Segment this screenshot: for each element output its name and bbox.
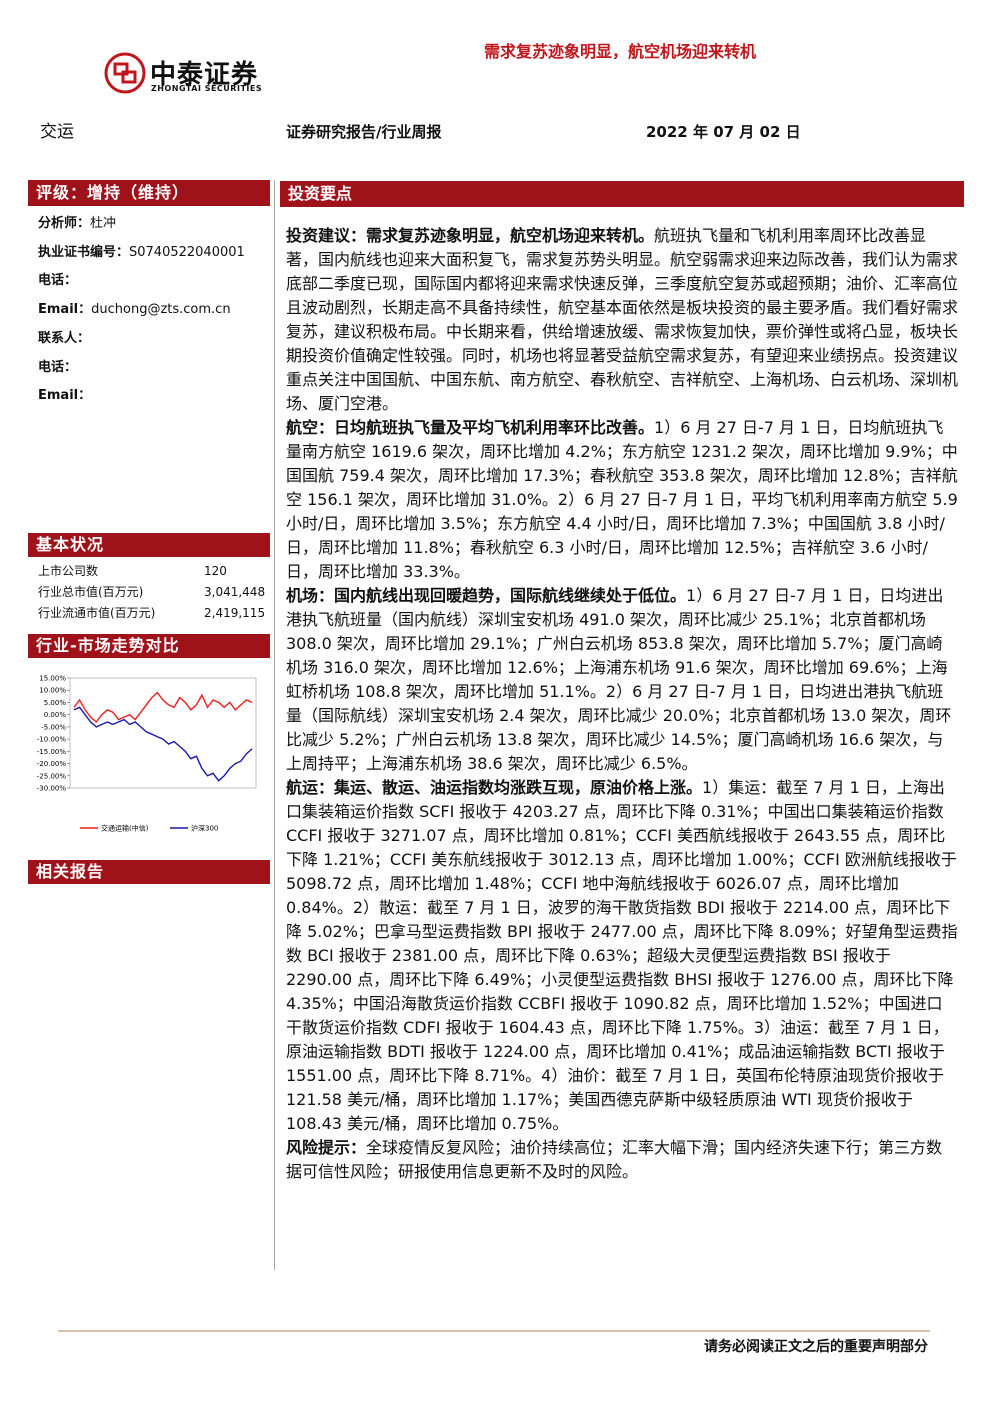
y-tick-label: 0.00% <box>44 711 67 719</box>
section-title: 基本状况 <box>28 533 270 557</box>
table-cell: 2,419,115 <box>204 605 266 620</box>
contact-row: Email： <box>38 382 245 411</box>
table-cell: 120 <box>204 563 227 578</box>
contact-row: 联系人： <box>38 325 245 354</box>
contact-label: Email： <box>38 302 92 318</box>
bullet: 机场：国内航线出现回暖趋势，国际航线继续处于低位。1）6 月 27 日-7 月 … <box>286 582 958 774</box>
divider <box>274 180 275 1270</box>
bullet-lead: 航运：集运、散运、油运指数均涨跌互现，原油价格上涨。 <box>286 778 703 797</box>
contact-label: 联系人： <box>38 330 91 346</box>
main-text: 投资建议：需求复苏迹象明显，航空机场迎来转机。航班执飞量和飞机利用率周环比改善显… <box>286 222 958 1182</box>
contact-label: 电话： <box>38 273 78 289</box>
bullet-text: 1）集运：截至 7 月 1 日，上海出口集装箱运价指数 SCFI 报收于 420… <box>286 778 958 1133</box>
bullet-lead: 机场：国内航线出现回暖趋势，国际航线继续处于低位。 <box>286 586 687 605</box>
section-title: 相关报告 <box>28 860 270 884</box>
chart: 15.00% 10.00% 5.00% 0.00% -5.00% -10.00% -15.0… <box>37 675 257 833</box>
contact-label: 分析师： <box>38 216 91 231</box>
plot-frame <box>69 677 257 789</box>
bullet-text: 1）6 月 27 日-7 月 1 日，日均进出港执飞航班量（国内航线）深圳宝安机… <box>286 586 952 773</box>
bullet: 风险提示：全球疫情反复风险；油价持续高位；汇率大幅下滑；国内经济失速下行；第三方… <box>286 1134 958 1182</box>
table-row: 行业总市值(百万元) 3,041,448 <box>38 581 265 602</box>
bullet-text: 航班执飞量和飞机利用率周环比改善显著，国内航线也迎来大面积复飞，需求复苏势头明显… <box>286 226 959 413</box>
logo-en: ZHONGTAI SECURITIES <box>151 84 263 93</box>
bullet-lead: 投资建议：需求复苏迹象明显，航空机场迎来转机。 <box>286 226 655 245</box>
bullet-text: 1）6 月 27 日-7 月 1 日，日均航班执飞量南方航空 1619.6 架次… <box>286 418 958 581</box>
y-tick-label: 15.00% <box>39 675 66 683</box>
contact-value: 杜冲 <box>90 216 117 231</box>
bullet-lead: 航空：日均航班执飞量及平均飞机利用率环比改善。 <box>286 418 655 437</box>
bullet: 航运：集运、散运、油运指数均涨跌互现，原油价格上涨。1）集运：截至 7 月 1 … <box>286 774 958 1134</box>
y-tick-label: -20.00% <box>37 760 67 768</box>
logo-mark <box>104 52 146 94</box>
headline: 需求复苏迹象明显，航空机场迎来转机 <box>483 42 756 61</box>
sector: 交运 <box>40 122 74 142</box>
contact-label: 执业证书编号： <box>38 244 130 260</box>
table-cell: 行业流通市值(百万元) <box>38 606 156 620</box>
contact-row: 电话： <box>38 267 245 296</box>
contact-value: duchong@zts.com.cn <box>91 302 231 318</box>
rating: 评级：增持（维持） <box>28 180 270 206</box>
bullet: 投资建议：需求复苏迹象明显，航空机场迎来转机。航班执飞量和飞机利用率周环比改善显… <box>286 222 958 414</box>
table-row: 行业流通市值(百万元) 2,419,115 <box>38 602 265 623</box>
y-tick-label: -30.00% <box>37 785 67 793</box>
report-type: 证券研究报告/行业周报 <box>286 123 442 141</box>
bullet-text: 全球疫情反复风险；油价持续高位；汇率大幅下滑；国内经济失速下行；第三方数据可信性… <box>286 1138 943 1181</box>
y-tick-label: -15.00% <box>37 748 67 756</box>
report-date: 2022 年 07 月 02 日 <box>646 123 801 141</box>
series-line <box>73 691 253 724</box>
contact-row: 电话： <box>38 354 245 383</box>
section-title: 投资要点 <box>280 181 964 207</box>
bullet-lead: 风险提示： <box>286 1138 367 1157</box>
legend-label: 交通运输(中信) <box>101 824 149 833</box>
y-tick-label: -5.00% <box>41 723 66 731</box>
table-cell: 行业总市值(百万元) <box>38 585 144 599</box>
contact-row: 分析师：杜冲 <box>38 210 245 239</box>
basic-table: 上市公司数 120 行业总市值(百万元) 3,041,448 行业流通市值(百万元) 2,… <box>38 560 265 623</box>
contact-row: 执业证书编号：S0740522040001 <box>38 239 245 268</box>
table-row: 上市公司数 120 <box>38 560 265 581</box>
contact-label: Email： <box>38 388 92 404</box>
legend-label: 沪深300 <box>191 824 218 833</box>
contact-value: S0740522040001 <box>129 244 245 260</box>
table-cell: 3,041,448 <box>204 584 266 599</box>
bullet: 航空：日均航班执飞量及平均飞机利用率环比改善。1）6 月 27 日-7 月 1 … <box>286 414 958 582</box>
footer-notice: 请务必阅读正文之后的重要声明部分 <box>704 1339 928 1355</box>
contact-label: 电话： <box>38 359 78 375</box>
y-tick-label: -10.00% <box>37 736 67 744</box>
contact-row: Email：duchong@zts.com.cn <box>38 296 245 325</box>
table-cell: 上市公司数 <box>38 564 99 578</box>
section-title: 行业-市场走势对比 <box>28 634 270 658</box>
series-line <box>73 706 253 782</box>
footer-line <box>58 1330 930 1332</box>
y-tick-label: 10.00% <box>39 687 66 695</box>
y-tick-label: -25.00% <box>37 772 67 780</box>
contacts: 分析师：杜冲 执业证书编号：S0740522040001 电话： Email：duch… <box>38 210 245 411</box>
y-tick-label: 5.00% <box>44 699 67 707</box>
logo-text: 中泰证券 <box>150 60 259 90</box>
